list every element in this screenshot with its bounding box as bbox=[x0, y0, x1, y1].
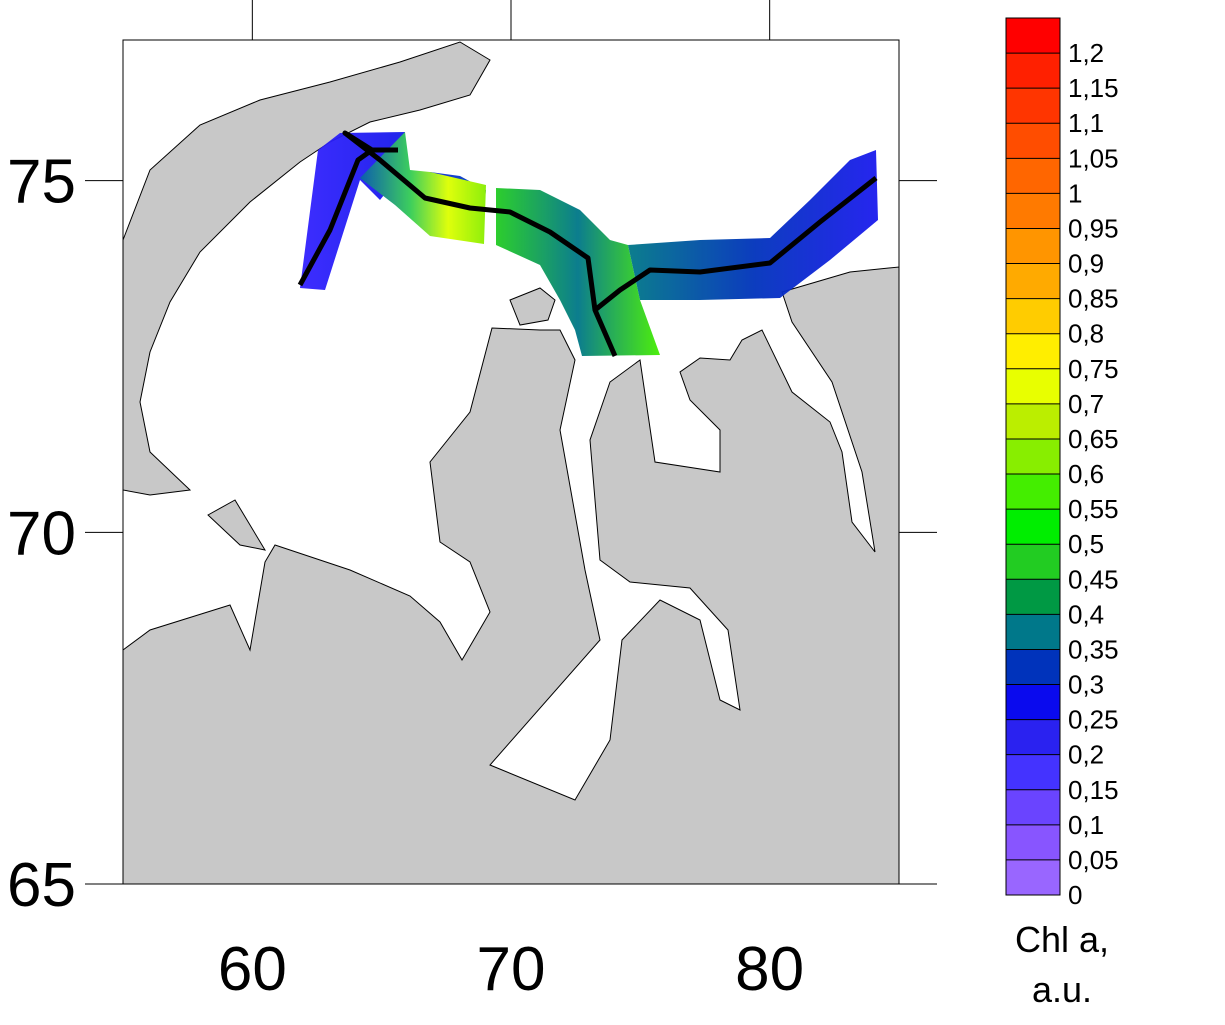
mainland bbox=[122, 266, 900, 885]
colorbar: 0 0,05 0,1 0,15 0,2 0,25 0,3 0,35 0,4 0,45 0,5 0,55… bbox=[1005, 17, 1119, 1010]
field-west bbox=[300, 132, 486, 290]
colorbar-swatch bbox=[1006, 438, 1060, 475]
ship-track bbox=[297, 130, 618, 357]
colorbar-tick-label: 0,9 bbox=[1068, 249, 1104, 279]
y-tick-label: 65 bbox=[7, 851, 76, 920]
colorbar-swatch bbox=[1006, 719, 1060, 755]
colorbar-tick-label: 0,6 bbox=[1068, 459, 1104, 489]
colorbar-swatch bbox=[1006, 228, 1060, 264]
axes: 60 70 80 65 70 75 bbox=[7, 0, 937, 1004]
colorbar-tick-label: 0 bbox=[1068, 880, 1082, 910]
colorbar-tick-label: 0,4 bbox=[1068, 599, 1104, 629]
colorbar-tick-label: 0,7 bbox=[1068, 389, 1104, 419]
colorbar-tick-label: 0,85 bbox=[1068, 284, 1119, 314]
colorbar-title: Chl a, bbox=[1015, 919, 1109, 960]
colorbar-swatch bbox=[1006, 824, 1060, 860]
colorbar-tick-label: 0,8 bbox=[1068, 319, 1104, 349]
colorbar-tick-label: 0,25 bbox=[1068, 705, 1119, 735]
x-tick-label: 70 bbox=[477, 935, 546, 1004]
colorbar-swatch bbox=[1006, 53, 1060, 89]
field-east bbox=[628, 150, 878, 300]
colorbar-tick-label: 0,1 bbox=[1068, 810, 1104, 840]
colorbar-swatch bbox=[1006, 544, 1060, 580]
field-central bbox=[496, 188, 660, 356]
colorbar-swatch bbox=[1006, 579, 1060, 615]
colorbar-title: a.u. bbox=[1032, 969, 1092, 1010]
colorbar-swatch bbox=[1006, 649, 1060, 685]
colorbar-swatch bbox=[1006, 368, 1060, 404]
colorbar-tick-label: 0,15 bbox=[1068, 775, 1119, 805]
colorbar-swatch bbox=[1006, 193, 1060, 229]
colorbar-swatch bbox=[1006, 509, 1060, 545]
ship-track bbox=[593, 176, 878, 312]
colorbar-swatch bbox=[1006, 474, 1060, 510]
colorbar-swatch bbox=[1006, 88, 1060, 124]
colorbar-tick-label: 1,15 bbox=[1068, 73, 1119, 103]
x-tick-label: 60 bbox=[218, 935, 287, 1004]
colorbar-swatch bbox=[1006, 403, 1060, 439]
colorbar-swatch bbox=[1006, 123, 1060, 159]
y-tick-label: 70 bbox=[7, 499, 76, 568]
colorbar-swatch bbox=[1006, 614, 1060, 650]
colorbar-swatch bbox=[1006, 158, 1060, 194]
colorbar-swatch bbox=[1006, 333, 1060, 369]
colorbar-tick-label: 0,95 bbox=[1068, 213, 1119, 243]
island bbox=[207, 499, 267, 551]
colorbar-tick-label: 1,1 bbox=[1068, 108, 1104, 138]
colorbar-swatch bbox=[1006, 298, 1060, 334]
colorbar-tick-label: 0,45 bbox=[1068, 564, 1119, 594]
colorbar-tick-label: 1 bbox=[1068, 178, 1082, 208]
colorbar-swatch bbox=[1006, 859, 1060, 895]
data-field bbox=[300, 132, 878, 356]
colorbar-tick-label: 0,55 bbox=[1068, 494, 1119, 524]
colorbar-swatch bbox=[1006, 684, 1060, 720]
x-tick-label: 80 bbox=[735, 935, 804, 1004]
colorbar-swatch bbox=[1006, 263, 1060, 299]
colorbar-swatch bbox=[1006, 18, 1060, 54]
colorbar-tick-label: 0,65 bbox=[1068, 424, 1119, 454]
colorbar-swatch bbox=[1006, 789, 1060, 825]
colorbar-tick-label: 0,3 bbox=[1068, 670, 1104, 700]
colorbar-tick-label: 0,05 bbox=[1068, 845, 1119, 875]
y-tick-label: 75 bbox=[7, 148, 76, 217]
bely-island bbox=[509, 287, 556, 326]
colorbar-tick-label: 0,2 bbox=[1068, 740, 1104, 770]
colorbar-tick-label: 1,05 bbox=[1068, 143, 1119, 173]
colorbar-tick-label: 1,2 bbox=[1068, 38, 1104, 68]
colorbar-tick-label: 0,5 bbox=[1068, 529, 1104, 559]
colorbar-tick-label: 0,75 bbox=[1068, 354, 1119, 384]
colorbar-swatch bbox=[1006, 754, 1060, 790]
colorbar-tick-label: 0,35 bbox=[1068, 634, 1119, 664]
field-mid bbox=[360, 132, 486, 244]
tracks bbox=[297, 130, 878, 357]
